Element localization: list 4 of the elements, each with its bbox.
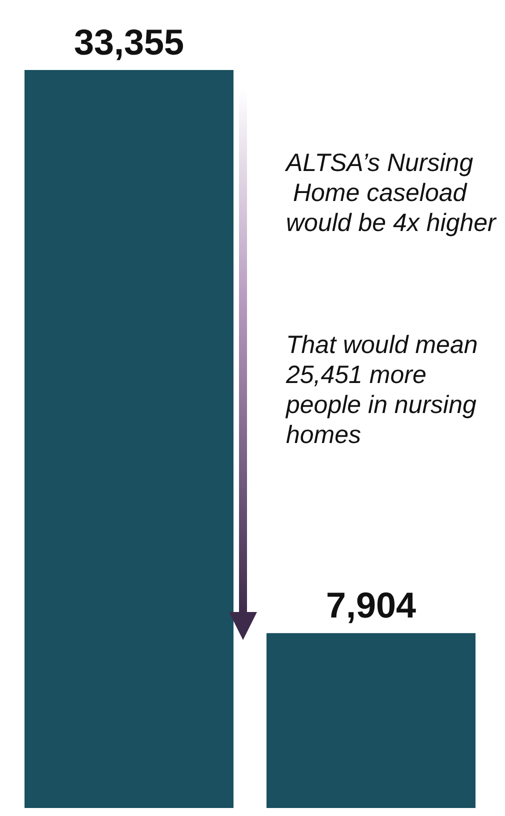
data-label: 7,904 (326, 584, 416, 626)
annotation: ALTSA’s Nursing Home caseload would be 4x higher (284, 149, 498, 237)
annotation: That would mean 25,451 more people in nursing homes (285, 331, 485, 449)
data-label: 33,355 (74, 22, 184, 62)
